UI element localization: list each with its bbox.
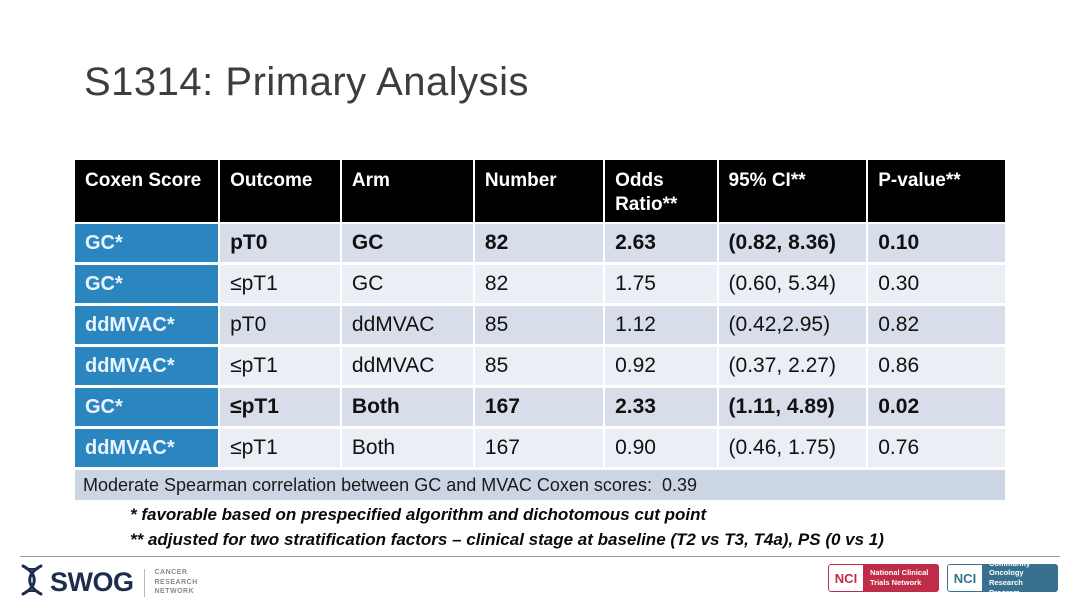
cell-95-ci: (0.82, 8.36) [718,224,869,262]
nci-nctn-logo: NCI National Clinical Trials Network [828,564,939,592]
cell-p-value: 0.02 [868,388,1005,426]
table-row: ddMVAC* ≤pT1 Both 167 0.90 (0.46, 1.75) … [75,429,1005,470]
cell-odds-ratio: 0.92 [605,347,719,385]
cell-number: 82 [474,224,606,262]
cell-arm: Both [341,388,475,426]
cell-outcome: ≤pT1 [220,265,342,303]
results-table: Coxen Score Outcome Arm Number Odds Rati… [75,160,1005,500]
cell-odds-ratio: 2.33 [605,388,719,426]
cell-95-ci: (0.42,2.95) [718,306,869,344]
swog-wordmark: SWOG [50,567,134,597]
header-number: Number [474,160,606,222]
cell-arm: GC [341,224,475,262]
cell-coxen-score: ddMVAC* [75,306,221,344]
table-row: GC* pT0 GC 82 2.63 (0.82, 8.36) 0.10 [75,224,1005,265]
footer: SWOG CANCER RESEARCH NETWORK NCI Nationa… [0,560,1080,604]
cell-coxen-score: GC* [75,388,221,426]
table-row: GC* ≤pT1 GC 82 1.75 (0.60, 5.34) 0.30 [75,265,1005,306]
cell-outcome: ≤pT1 [220,388,342,426]
nci-abbr: NCI [828,564,863,592]
header-outcome: Outcome [220,160,342,222]
table-row: ddMVAC* ≤pT1 ddMVAC 85 0.92 (0.37, 2.27)… [75,347,1005,388]
nci-ncorp-label: Community Oncology Research Program [982,564,1058,592]
nci-abbr: NCI [947,564,982,592]
table-row: ddMVAC* pT0 ddMVAC 85 1.12 (0.42,2.95) 0… [75,306,1005,347]
cell-p-value: 0.76 [868,429,1005,467]
cell-coxen-score: ddMVAC* [75,429,221,467]
cell-coxen-score: GC* [75,224,221,262]
cell-p-value: 0.86 [868,347,1005,385]
cell-outcome: pT0 [220,224,342,262]
cell-outcome: pT0 [220,306,342,344]
table-header-row: Coxen Score Outcome Arm Number Odds Rati… [75,160,1005,224]
footer-divider [20,556,1060,557]
cell-arm: ddMVAC [341,347,475,385]
cell-number: 85 [474,306,606,344]
swog-tagline: CANCER RESEARCH NETWORK [154,569,198,596]
swog-separator [143,568,145,597]
cell-arm: ddMVAC [341,306,475,344]
cell-number: 167 [474,429,606,467]
cell-95-ci: (0.60, 5.34) [718,265,869,303]
cell-number: 85 [474,347,606,385]
cell-odds-ratio: 2.63 [605,224,719,262]
cell-p-value: 0.82 [868,306,1005,344]
dna-helix-icon [20,564,44,601]
swog-logo: SWOG CANCER RESEARCH NETWORK [20,564,198,601]
header-p-value: P-value** [868,160,1005,222]
cell-coxen-score: ddMVAC* [75,347,221,385]
cell-odds-ratio: 0.90 [605,429,719,467]
header-coxen-score: Coxen Score [75,160,221,222]
cell-arm: GC [341,265,475,303]
correlation-note: Moderate Spearman correlation between GC… [75,470,1005,500]
nci-nctn-label: National Clinical Trials Network [863,564,939,592]
page-title: S1314: Primary Analysis [84,60,530,104]
nci-logos: NCI National Clinical Trials Network NCI… [828,564,1058,592]
header-95-ci: 95% CI** [718,160,869,222]
cell-number: 82 [474,265,606,303]
header-odds-ratio: Odds Ratio** [605,160,719,222]
cell-p-value: 0.30 [868,265,1005,303]
cell-outcome: ≤pT1 [220,347,342,385]
cell-95-ci: (0.37, 2.27) [718,347,869,385]
cell-95-ci: (1.11, 4.89) [718,388,869,426]
footnotes: * favorable based on prespecified algori… [130,503,884,552]
cell-95-ci: (0.46, 1.75) [718,429,869,467]
cell-outcome: ≤pT1 [220,429,342,467]
nci-ncorp-logo: NCI Community Oncology Research Program [947,564,1058,592]
cell-coxen-score: GC* [75,265,221,303]
cell-odds-ratio: 1.75 [605,265,719,303]
cell-p-value: 0.10 [868,224,1005,262]
table-row: GC* ≤pT1 Both 167 2.33 (1.11, 4.89) 0.02 [75,388,1005,429]
footnote-1: * favorable based on prespecified algori… [130,505,707,524]
cell-odds-ratio: 1.12 [605,306,719,344]
header-arm: Arm [341,160,475,222]
cell-number: 167 [474,388,606,426]
cell-arm: Both [341,429,475,467]
footnote-2: ** adjusted for two stratification facto… [130,529,884,549]
